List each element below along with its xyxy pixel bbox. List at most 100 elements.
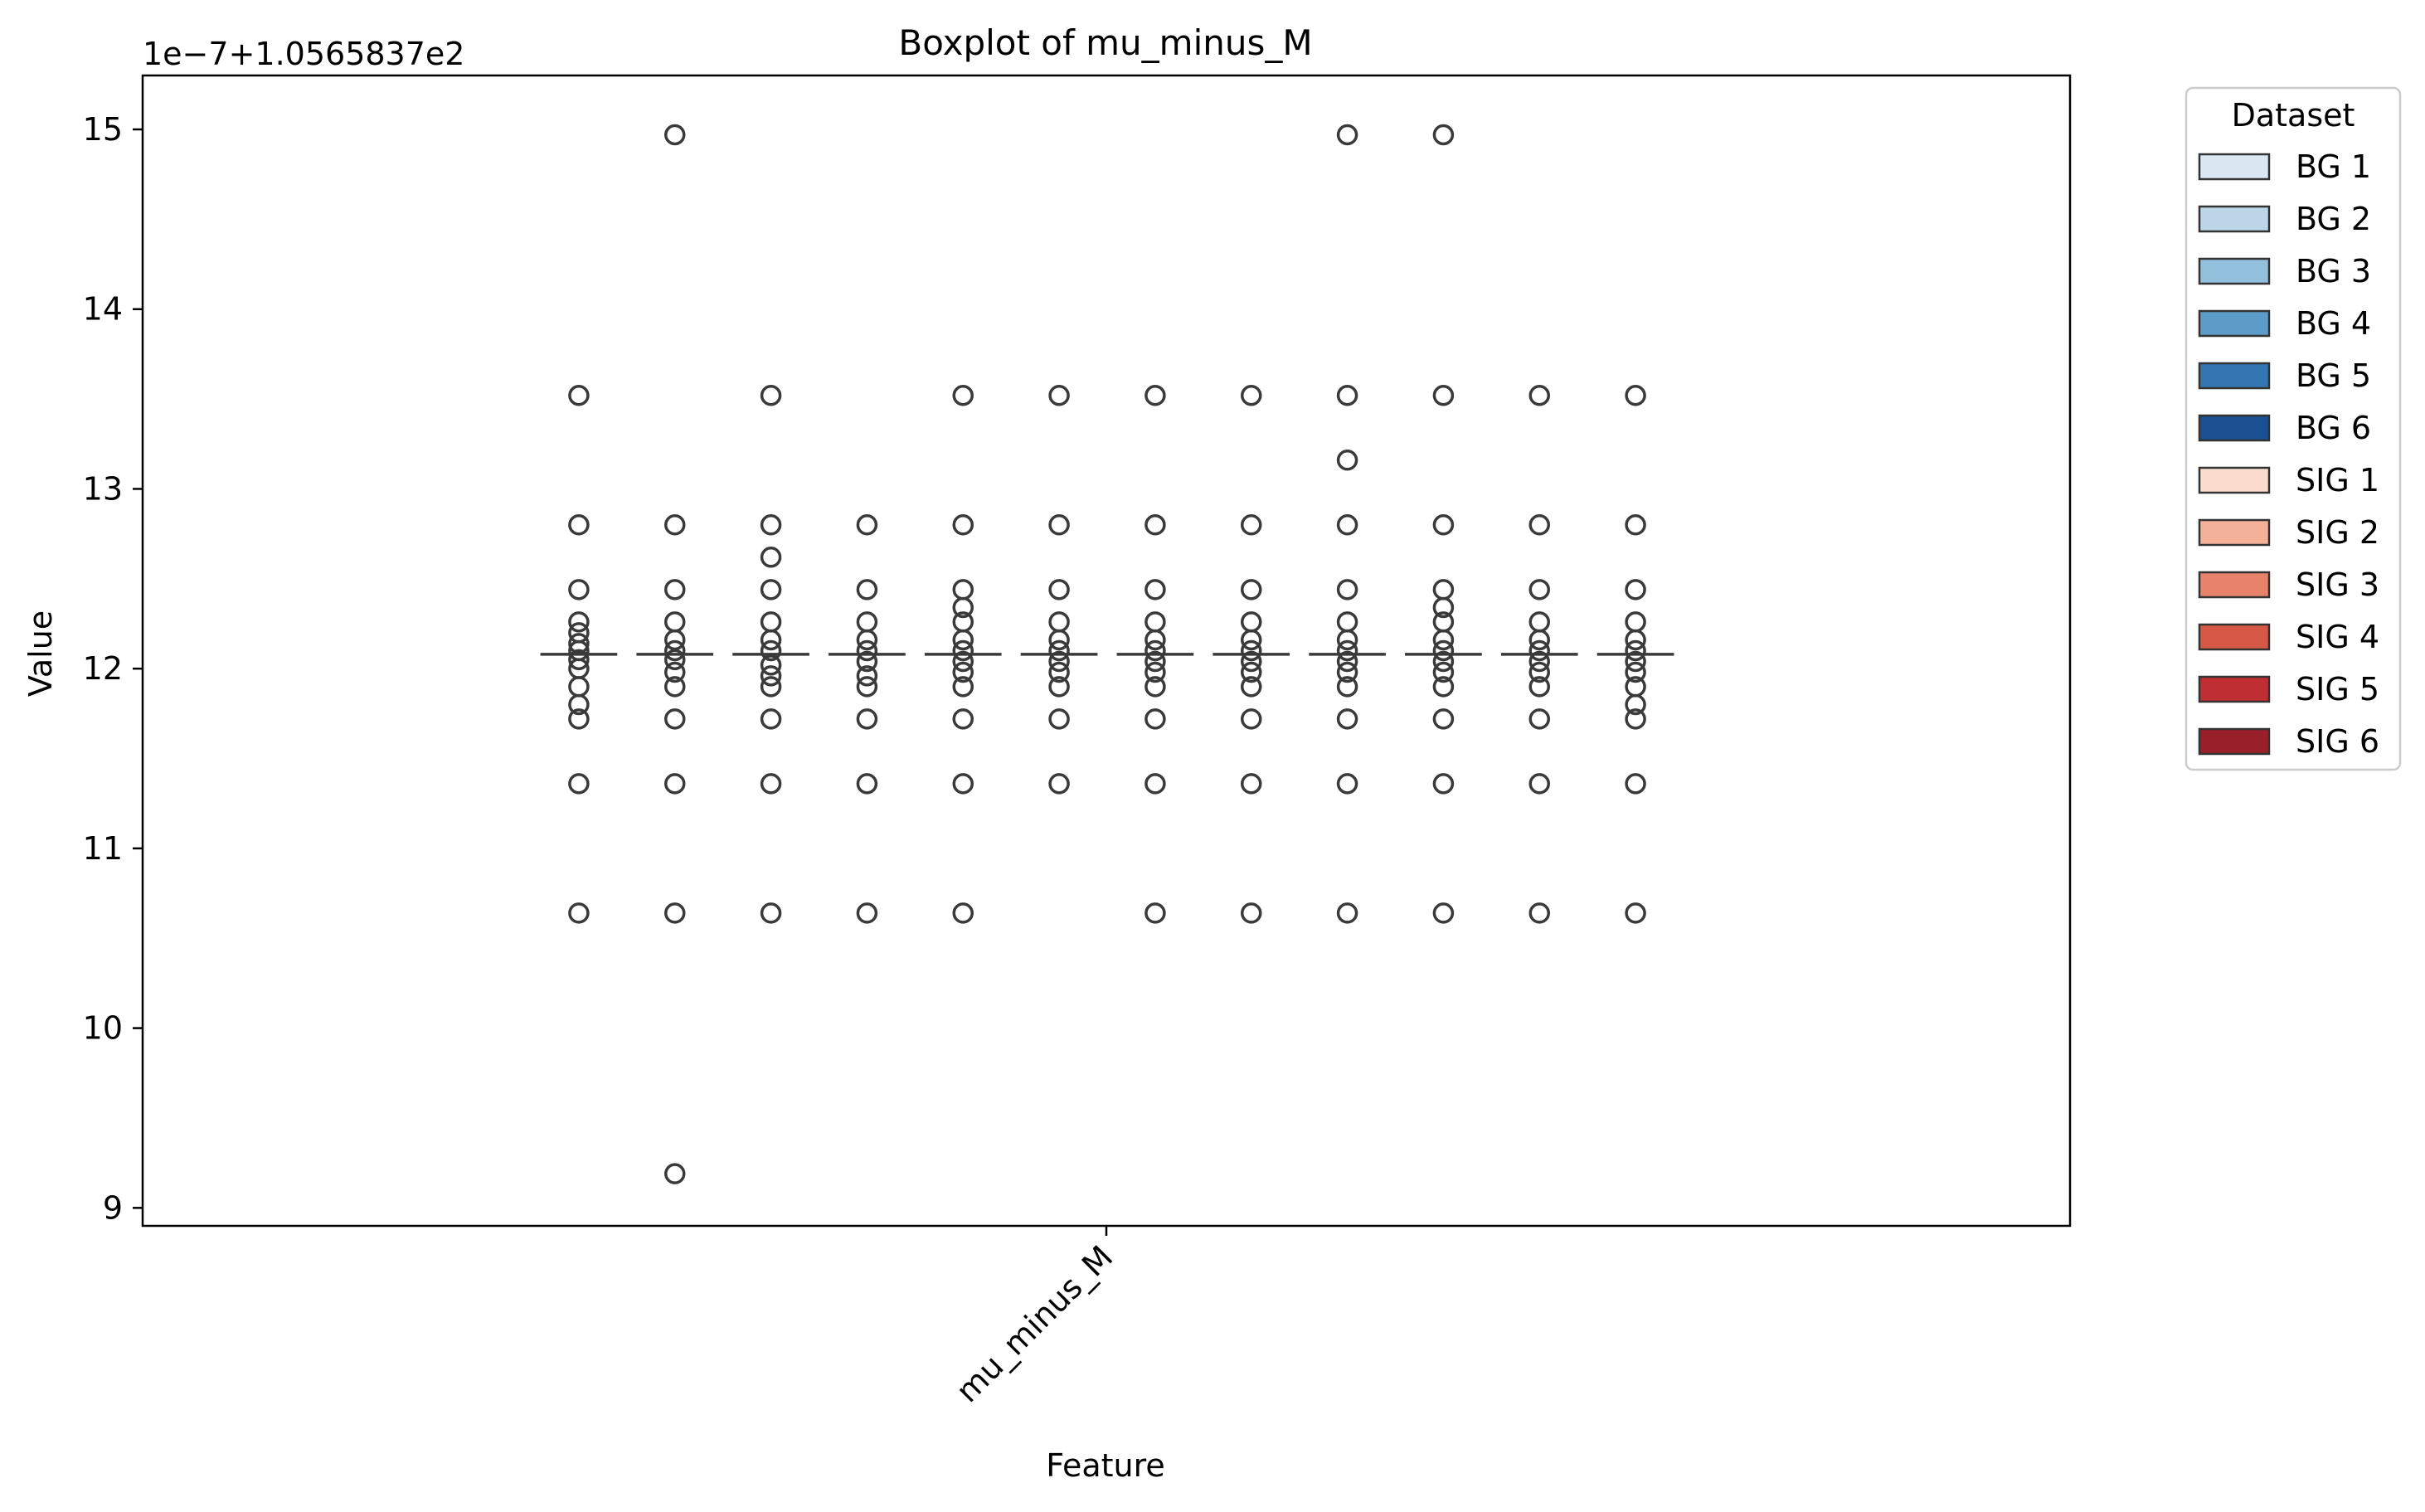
legend-label: BG 6 (2296, 410, 2371, 446)
box-group-bg-2 (636, 124, 714, 1184)
outlier-point (1144, 611, 1166, 633)
outlier-point (760, 639, 782, 662)
legend-swatch (2198, 571, 2271, 599)
outlier-point (1144, 708, 1166, 730)
outlier-point (952, 773, 974, 795)
legend-item: SIG 3 (2198, 566, 2379, 603)
legend-label: BG 5 (2296, 357, 2371, 394)
outlier-point (760, 654, 782, 676)
legend-label: SIG 4 (2296, 619, 2379, 655)
outlier-point (1528, 629, 1550, 651)
outlier-point (1144, 385, 1166, 406)
outlier-point (1336, 514, 1358, 536)
outlier-point (1528, 650, 1550, 673)
outlier-point (568, 676, 590, 698)
legend-item: BG 2 (2198, 201, 2371, 237)
outlier-point (1241, 639, 1262, 662)
outlier-point (856, 639, 878, 662)
outlier-point (856, 579, 878, 600)
outlier-point (856, 629, 878, 651)
outlier-point (1048, 773, 1070, 795)
outlier-point (1048, 650, 1070, 673)
box-group-sig-5 (1500, 385, 1578, 924)
legend: Dataset BG 1 BG 2 BG 3 BG 4 BG 5 BG 6 SIG 1 SIG … (2184, 86, 2402, 771)
outlier-point (1432, 596, 1455, 619)
outlier-point (952, 676, 974, 698)
outlier-point (1528, 676, 1550, 698)
outlier-point (952, 596, 974, 619)
outlier-point (1144, 650, 1166, 673)
box-group-sig-6 (1596, 385, 1674, 924)
outlier-point (568, 649, 590, 671)
outlier-point (1144, 629, 1166, 651)
legend-item: BG 3 (2198, 253, 2371, 289)
outlier-point (1528, 579, 1550, 600)
outlier-point (1432, 124, 1455, 146)
outlier-point (1625, 579, 1646, 600)
outlier-point (952, 385, 974, 406)
box-group-sig-1 (1116, 385, 1194, 924)
outlier-point (568, 385, 590, 406)
legend-item: SIG 5 (2198, 671, 2379, 707)
x-tick-label: mu_minus_M (949, 1238, 1120, 1409)
legend-swatch (2198, 309, 2271, 338)
outlier-point (664, 124, 686, 146)
outlier-point (856, 665, 878, 687)
outlier-point (568, 902, 590, 924)
outlier-point (856, 902, 878, 924)
outlier-point (1336, 450, 1358, 471)
outlier-point (1528, 385, 1550, 406)
outlier-point (1432, 579, 1455, 600)
legend-swatch (2198, 466, 2271, 494)
outlier-point (1432, 902, 1455, 924)
legend-label: SIG 1 (2296, 462, 2379, 498)
outlier-point (1625, 902, 1646, 924)
x-axis-label: Feature (1046, 1447, 1165, 1484)
box-group-sig-3 (1309, 124, 1386, 924)
outlier-point (664, 1163, 686, 1184)
axis-offset-text: 1e−7+1.0565837e2 (143, 36, 464, 72)
outlier-point (1432, 773, 1455, 795)
outlier-point (1241, 773, 1262, 795)
y-tick-label: 13 (83, 470, 123, 507)
outlier-point (1144, 579, 1166, 600)
outlier-point (1144, 773, 1166, 795)
outlier-point (1144, 661, 1166, 683)
legend-label: SIG 2 (2296, 514, 2379, 551)
plot-frame (141, 74, 2072, 1228)
y-tick-label: 10 (83, 1010, 123, 1047)
outlier-point (1432, 385, 1455, 406)
outlier-point (664, 611, 686, 633)
outlier-point (1625, 514, 1646, 536)
y-tick-label: 12 (83, 650, 123, 687)
outlier-point (1336, 124, 1358, 146)
outlier-point (1336, 650, 1358, 673)
outlier-point (760, 611, 782, 633)
legend-label: SIG 5 (2296, 671, 2379, 707)
outlier-point (856, 611, 878, 633)
outlier-point (568, 693, 590, 716)
outlier-point (1625, 385, 1646, 406)
outlier-point (1336, 773, 1358, 795)
outlier-point (1048, 579, 1070, 600)
outlier-point (1336, 676, 1358, 698)
outlier-point (568, 633, 590, 654)
legend-item: SIG 2 (2198, 514, 2379, 551)
legend-swatch (2198, 153, 2271, 181)
legend-swatch (2198, 727, 2271, 756)
outlier-point (760, 514, 782, 536)
outlier-point (1241, 708, 1262, 730)
outlier-point (664, 629, 686, 651)
outlier-point (1625, 708, 1646, 730)
outlier-point (1528, 708, 1550, 730)
box-group-bg-5 (924, 385, 1002, 924)
outlier-point (1241, 611, 1262, 633)
legend-swatch (2198, 205, 2271, 233)
y-tick-label: 15 (83, 111, 123, 148)
legend-label: BG 1 (2296, 148, 2371, 185)
y-tick-label: 14 (83, 291, 123, 328)
outlier-point (1048, 661, 1070, 683)
outlier-point (664, 902, 686, 924)
outlier-point (1336, 639, 1358, 662)
